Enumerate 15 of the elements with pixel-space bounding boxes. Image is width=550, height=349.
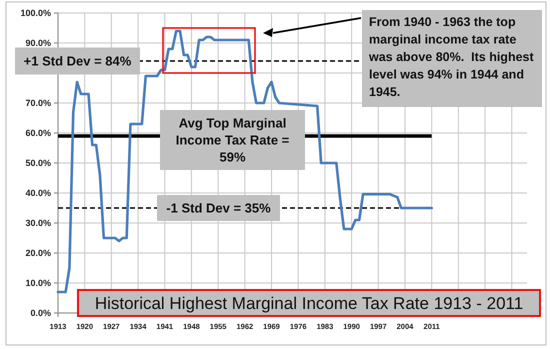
y-tick-label: 40.0%: [25, 188, 51, 198]
ref-line-label: +1 Std Dev = 84%: [24, 54, 132, 69]
text: Historical Highest Marginal Income Tax Rate 1913 - 2011: [94, 294, 524, 314]
annotation: From 1940 - 1963 the top marginal income tax rate was above 80%. Its highest level was 94% in 1944 and 1945.: [368, 15, 534, 99]
y-tick-label: 50.0%: [25, 158, 51, 168]
y-tick-label: 0.0%: [30, 308, 51, 318]
ref-line-label: -1 Std Dev = 35%: [166, 200, 272, 216]
y-tick-label: 100.0%: [20, 8, 51, 18]
y-tick-label: 70.0%: [25, 98, 51, 108]
ref-line-label: Avg Top Marginal Income Tax Rate = 59%: [176, 116, 290, 165]
y-tick-label: 20.0%: [25, 248, 51, 258]
y-tick-label: 60.0%: [25, 128, 51, 138]
y-tick-label: 10.0%: [25, 278, 51, 288]
y-tick-label: 30.0%: [25, 218, 51, 228]
y-tick-label: 90.0%: [25, 38, 51, 48]
